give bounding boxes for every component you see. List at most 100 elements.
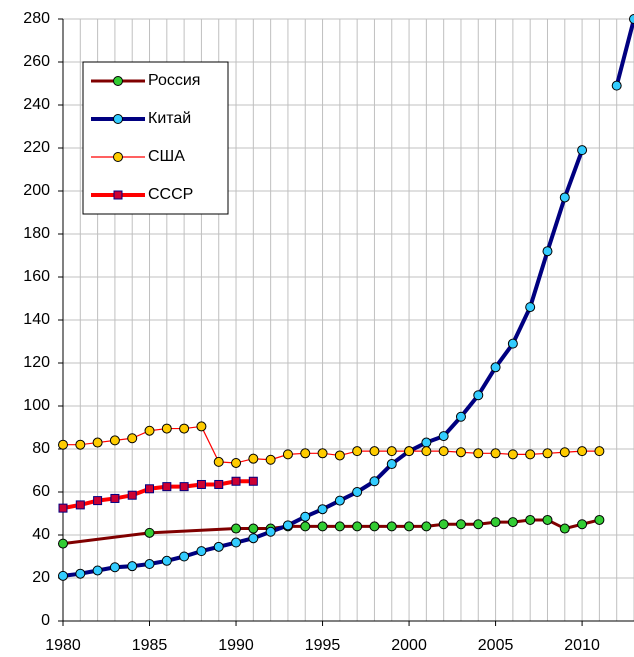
marker [542, 246, 553, 257]
marker [75, 439, 86, 450]
marker [473, 519, 484, 530]
marker [127, 490, 137, 500]
marker [455, 411, 466, 422]
marker [525, 302, 536, 313]
marker [317, 448, 328, 459]
marker [162, 482, 172, 492]
y-tick-label: 20 [32, 569, 50, 586]
marker [490, 362, 501, 373]
marker [455, 519, 466, 530]
marker [109, 435, 120, 446]
marker [58, 503, 68, 513]
y-tick-label: 120 [23, 354, 50, 371]
marker [421, 446, 432, 457]
marker [179, 423, 190, 434]
y-tick-label: 160 [23, 268, 50, 285]
marker [490, 517, 501, 528]
marker [248, 476, 258, 486]
marker [386, 446, 397, 457]
marker [352, 446, 363, 457]
marker [58, 439, 68, 450]
marker [421, 437, 432, 448]
marker [473, 390, 484, 401]
marker [113, 114, 123, 124]
marker [231, 476, 241, 486]
marker [213, 541, 224, 552]
marker [196, 546, 207, 557]
y-tick-label: 260 [23, 53, 50, 70]
x-tick-label: 1980 [45, 637, 81, 654]
legend-label: Россия [148, 72, 200, 89]
y-tick-label: 180 [23, 225, 50, 242]
marker [248, 533, 259, 544]
marker [594, 446, 605, 457]
marker [282, 449, 293, 460]
marker [438, 431, 449, 442]
marker [473, 448, 484, 459]
marker [231, 537, 242, 548]
y-tick-label: 0 [41, 612, 50, 629]
marker [352, 487, 363, 497]
y-tick-label: 240 [23, 96, 50, 113]
legend-label: США [148, 148, 185, 165]
marker [214, 479, 224, 489]
marker [317, 504, 328, 515]
marker [369, 521, 380, 532]
marker [404, 521, 415, 532]
marker [300, 521, 311, 532]
marker [577, 446, 588, 457]
x-tick-label: 2000 [391, 637, 427, 654]
x-tick-label: 2005 [478, 637, 514, 654]
marker [196, 479, 206, 489]
marker [75, 568, 86, 579]
marker [231, 523, 242, 534]
marker [58, 538, 68, 549]
marker [58, 570, 68, 581]
marker [334, 521, 345, 532]
y-tick-label: 60 [32, 483, 50, 500]
marker [282, 520, 293, 531]
marker [161, 423, 172, 434]
x-tick-label: 2010 [564, 637, 600, 654]
marker [507, 338, 518, 349]
y-tick-label: 220 [23, 139, 50, 156]
marker [144, 559, 155, 570]
marker [542, 514, 553, 525]
marker [507, 449, 518, 460]
marker [490, 448, 501, 459]
marker [629, 14, 634, 24]
marker [334, 495, 345, 506]
marker [92, 437, 103, 448]
marker [507, 517, 518, 528]
marker [404, 446, 415, 457]
marker [144, 425, 155, 436]
marker [438, 446, 449, 457]
marker [369, 446, 380, 457]
marker [386, 521, 397, 532]
marker [525, 514, 536, 525]
y-tick-label: 100 [23, 397, 50, 414]
marker [421, 521, 432, 532]
marker [109, 562, 120, 573]
marker [145, 484, 155, 494]
marker [594, 514, 605, 525]
series-line [63, 425, 600, 464]
marker [577, 519, 588, 530]
legend-box [82, 61, 229, 215]
marker [179, 482, 189, 492]
marker [542, 448, 553, 459]
x-tick-label: 1995 [305, 637, 341, 654]
marker [144, 527, 155, 538]
marker [248, 453, 259, 464]
x-tick-label: 1990 [218, 637, 254, 654]
marker [127, 433, 138, 444]
marker [455, 447, 466, 458]
marker [334, 450, 345, 461]
marker [113, 190, 123, 200]
y-tick-label: 200 [23, 182, 50, 199]
y-tick-label: 80 [32, 440, 50, 457]
marker [611, 80, 622, 91]
marker [110, 493, 120, 503]
marker [352, 521, 363, 532]
